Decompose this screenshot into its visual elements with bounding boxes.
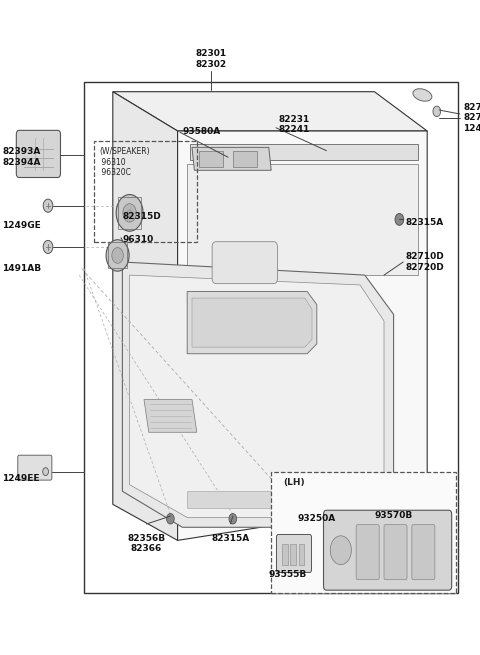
Polygon shape xyxy=(187,491,379,508)
Polygon shape xyxy=(192,147,271,170)
FancyBboxPatch shape xyxy=(276,534,312,572)
Polygon shape xyxy=(130,275,384,517)
Text: 82710D
82720D: 82710D 82720D xyxy=(406,252,444,272)
Bar xyxy=(282,544,288,565)
Polygon shape xyxy=(113,92,178,540)
Text: 1491AB: 1491AB xyxy=(2,264,42,273)
FancyBboxPatch shape xyxy=(324,510,452,590)
Polygon shape xyxy=(187,164,418,275)
Circle shape xyxy=(106,240,129,271)
Circle shape xyxy=(116,195,143,231)
Text: 82356B
82366: 82356B 82366 xyxy=(127,534,166,553)
Circle shape xyxy=(43,240,53,253)
Text: 93580A: 93580A xyxy=(182,126,221,136)
FancyBboxPatch shape xyxy=(16,130,60,178)
Polygon shape xyxy=(144,400,197,432)
Text: 82315D: 82315D xyxy=(122,212,161,221)
Polygon shape xyxy=(178,131,427,540)
Circle shape xyxy=(127,210,132,216)
FancyBboxPatch shape xyxy=(18,455,52,480)
Text: 93555B: 93555B xyxy=(269,570,307,579)
Circle shape xyxy=(167,514,174,524)
Ellipse shape xyxy=(413,88,432,102)
Circle shape xyxy=(43,199,53,212)
Text: 1249EE: 1249EE xyxy=(2,474,40,483)
Circle shape xyxy=(433,106,441,117)
Bar xyxy=(290,544,296,565)
Text: 82714D
82724
1249GE: 82714D 82724 1249GE xyxy=(463,103,480,133)
FancyBboxPatch shape xyxy=(356,525,379,580)
Text: 82231
82241: 82231 82241 xyxy=(278,115,310,134)
Polygon shape xyxy=(192,298,312,347)
Polygon shape xyxy=(190,144,418,160)
Circle shape xyxy=(43,468,48,476)
FancyBboxPatch shape xyxy=(384,525,407,580)
Bar xyxy=(299,544,304,565)
Text: 93250A: 93250A xyxy=(298,514,336,523)
Bar xyxy=(233,151,257,167)
Text: 96310: 96310 xyxy=(122,234,154,244)
Circle shape xyxy=(229,514,237,524)
Text: 82315A: 82315A xyxy=(406,218,444,227)
Polygon shape xyxy=(122,262,394,527)
FancyBboxPatch shape xyxy=(212,242,277,284)
Bar xyxy=(118,197,141,229)
Text: 82315A: 82315A xyxy=(211,534,250,543)
Text: 82393A
82394A: 82393A 82394A xyxy=(2,147,41,167)
Text: (LH): (LH) xyxy=(283,478,305,487)
Circle shape xyxy=(395,214,404,225)
Circle shape xyxy=(112,248,123,263)
Circle shape xyxy=(123,204,136,222)
Bar xyxy=(94,141,197,242)
Bar xyxy=(84,82,458,593)
Text: 82301
82302: 82301 82302 xyxy=(196,49,227,69)
Circle shape xyxy=(330,536,351,565)
Text: (W/SPEAKER)
 96310
 96320C: (W/SPEAKER) 96310 96320C xyxy=(99,147,150,177)
Text: 1249GE: 1249GE xyxy=(2,221,41,231)
FancyBboxPatch shape xyxy=(412,525,435,580)
Polygon shape xyxy=(187,291,317,354)
Bar xyxy=(271,472,456,593)
Polygon shape xyxy=(113,92,427,131)
Bar xyxy=(199,151,223,167)
Text: 93570B: 93570B xyxy=(374,511,413,520)
Bar xyxy=(108,242,127,268)
